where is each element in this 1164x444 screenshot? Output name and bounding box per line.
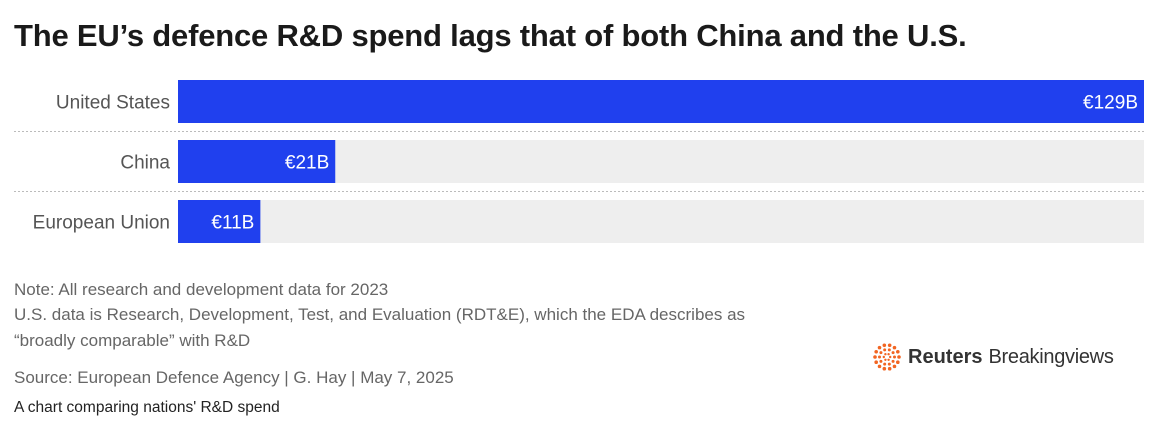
logo-dot	[873, 355, 877, 359]
category-label-united-states: United States	[56, 93, 170, 114]
logo-dot	[887, 348, 891, 352]
bar-chart: United States €129B China €21B European Unio…	[14, 80, 1144, 243]
logo-dot	[887, 362, 891, 366]
logo-dot	[878, 355, 881, 359]
logo-dot	[893, 355, 896, 359]
value-label-united-states: €129B	[1083, 93, 1138, 114]
reuters-dots-icon	[873, 343, 901, 371]
logo-dot	[896, 349, 900, 354]
logo-dot	[879, 359, 883, 363]
logo-text-breakingviews: Breakingviews	[988, 345, 1114, 368]
logo-dot	[891, 359, 895, 363]
value-label-china: €21B	[285, 153, 329, 174]
logo-dot	[884, 358, 887, 361]
logo-dot	[887, 358, 890, 361]
logo-dot	[882, 355, 885, 359]
logo-dot	[892, 345, 897, 350]
chart-caption: A chart comparing nations' R&D spend	[14, 399, 280, 416]
logo-dot	[887, 343, 892, 348]
bar-china	[178, 140, 336, 183]
logo-dot	[896, 360, 900, 365]
logo-dot	[884, 353, 887, 356]
logo-dot	[882, 366, 887, 371]
reuters-breakingviews-logo: Reuters Breakingviews	[872, 342, 1114, 372]
logo-dot	[879, 351, 883, 355]
category-label-european-union: European Union	[33, 213, 170, 234]
logo-dot	[889, 355, 892, 359]
logo-dot	[882, 343, 887, 348]
logo-dot	[887, 353, 890, 356]
logo-dot	[874, 349, 878, 354]
logo-dot	[891, 351, 895, 355]
logo-dot	[883, 362, 887, 366]
category-label-china: China	[120, 153, 170, 174]
source-line: Source: European Defence Agency | G. Hay…	[14, 368, 454, 387]
logo-dot	[883, 348, 887, 352]
note-line-2: U.S. data is Research, Development, Test…	[14, 305, 746, 324]
logo-dot	[892, 364, 897, 369]
logo-text-reuters: Reuters	[908, 345, 983, 368]
logo-dot	[887, 366, 892, 371]
logo-dot	[897, 355, 901, 359]
bar-track-china	[178, 140, 1144, 183]
bar-european-union	[178, 200, 261, 243]
note-line-1: Note: All research and development data …	[14, 280, 389, 299]
logo-dot	[874, 360, 878, 365]
chart-title: The EU’s defence R&D spend lags that of …	[14, 18, 967, 53]
note-line-3: “broadly comparable” with R&D	[14, 331, 251, 350]
logo-dot	[877, 345, 882, 350]
value-label-european-union: €11B	[211, 213, 254, 234]
logo-dot	[877, 364, 882, 369]
bar-united-states	[178, 80, 1144, 123]
bar-track-european-union	[178, 200, 1144, 243]
